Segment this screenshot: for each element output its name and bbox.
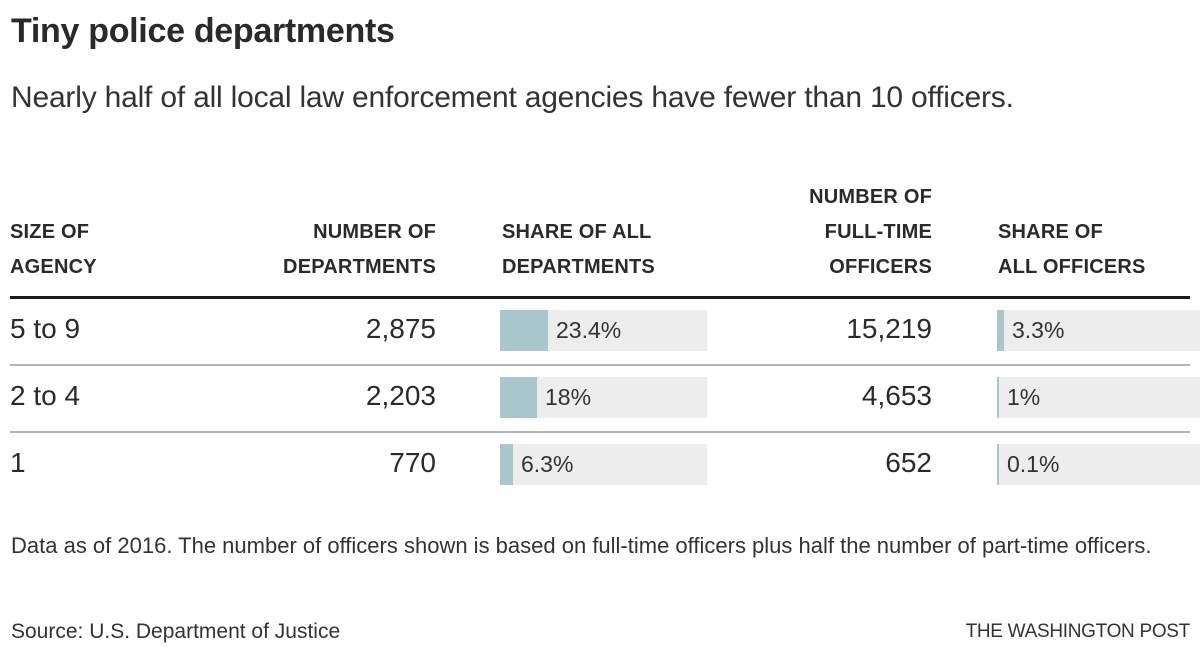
table-row: 1 770 6.3% 652 0.1% bbox=[10, 433, 1200, 500]
departments-cell: 2,875 bbox=[365, 313, 436, 344]
header-size: SIZE OF AGENCY bbox=[10, 215, 97, 285]
header-size-line1: SIZE OF bbox=[10, 221, 90, 243]
publisher-credit: THE WASHINGTON POST bbox=[965, 621, 1191, 642]
officer-share-bar-track: 1% bbox=[997, 377, 1200, 418]
footnote: Data as of 2016. The number of officers … bbox=[11, 533, 1152, 558]
table-row: 5 to 9 2,875 23.4% 15,219 3.3% bbox=[10, 299, 1200, 366]
dept-share-bar-label: 6.3% bbox=[521, 451, 574, 477]
dept-share-bar-track: 18% bbox=[500, 377, 707, 418]
header-officer-share-line1: SHARE OF bbox=[998, 221, 1103, 243]
officer-share-bar-track: 0.1% bbox=[997, 444, 1200, 485]
size-cell: 5 to 9 bbox=[10, 313, 81, 344]
header-officer-share-line2: ALL OFFICERS bbox=[998, 256, 1146, 278]
header-officers: NUMBER OF FULL-TIME OFFICERS bbox=[732, 180, 932, 285]
officer-share-bar-track: 3.3% bbox=[997, 310, 1200, 351]
header-departments: NUMBER OF DEPARTMENTS bbox=[236, 215, 436, 285]
row-divider bbox=[10, 364, 1190, 366]
header-departments-line2: DEPARTMENTS bbox=[283, 256, 436, 278]
officers-cell: 4,653 bbox=[861, 380, 932, 411]
chart-subtitle: Nearly half of all local law enforcement… bbox=[11, 81, 1014, 114]
officer-share-bar-label: 0.1% bbox=[1007, 451, 1060, 477]
officer-share-bar-fill bbox=[997, 444, 999, 485]
officer-share-bar-label: 3.3% bbox=[1012, 317, 1065, 343]
header-officers-line1: NUMBER OF bbox=[809, 186, 932, 208]
departments-cell: 2,203 bbox=[365, 380, 436, 411]
officer-share-bar-label: 1% bbox=[1007, 384, 1041, 410]
header-departments-line1: NUMBER OF bbox=[313, 221, 436, 243]
size-cell: 1 bbox=[10, 447, 26, 478]
source-line: Source: U.S. Department of Justice bbox=[11, 620, 341, 643]
table-row: 2 to 4 2,203 18% 4,653 1% bbox=[10, 366, 1200, 433]
row-divider bbox=[10, 431, 1190, 433]
header-officers-line3: OFFICERS bbox=[829, 256, 932, 278]
dept-share-bar-fill bbox=[500, 377, 537, 418]
officers-cell: 652 bbox=[885, 447, 932, 478]
header-dept-share: SHARE OF ALL DEPARTMENTS bbox=[502, 215, 655, 285]
header-dept-share-line2: DEPARTMENTS bbox=[502, 256, 655, 278]
officer-share-bar-fill bbox=[997, 377, 999, 418]
header-officer-share: SHARE OF ALL OFFICERS bbox=[998, 215, 1146, 285]
header-divider bbox=[10, 296, 1190, 299]
header-officers-line2: FULL-TIME bbox=[824, 221, 932, 243]
chart-title: Tiny police departments bbox=[11, 12, 395, 50]
header-size-line2: AGENCY bbox=[10, 256, 97, 278]
officers-cell: 15,219 bbox=[846, 313, 932, 344]
dept-share-bar-fill bbox=[500, 444, 513, 485]
dept-share-bar-track: 6.3% bbox=[500, 444, 707, 485]
officer-share-bar-fill bbox=[997, 310, 1004, 351]
dept-share-bar-label: 23.4% bbox=[556, 317, 622, 343]
dept-share-bar-fill bbox=[500, 310, 548, 351]
dept-share-bar-label: 18% bbox=[545, 384, 592, 410]
dept-share-bar-track: 23.4% bbox=[500, 310, 707, 351]
size-cell: 2 to 4 bbox=[10, 380, 81, 411]
departments-cell: 770 bbox=[389, 447, 436, 478]
header-dept-share-line1: SHARE OF ALL bbox=[502, 221, 652, 243]
